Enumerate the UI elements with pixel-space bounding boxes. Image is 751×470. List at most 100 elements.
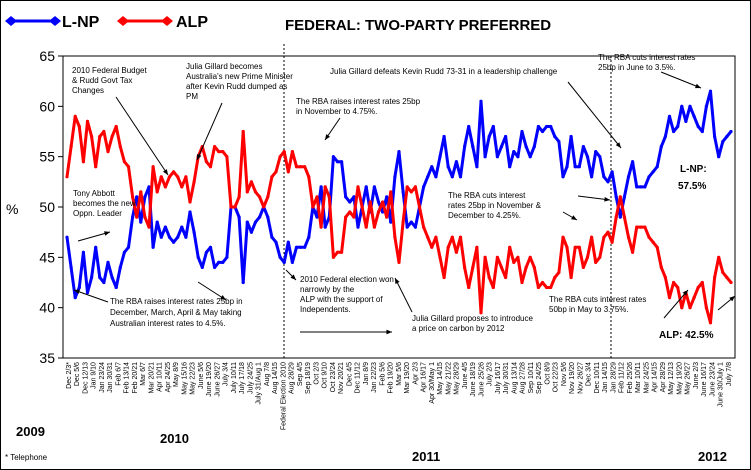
alp-line-point: [508, 245, 512, 249]
alp-line-point: [372, 225, 376, 229]
lnp-line-point: [610, 170, 614, 174]
x-tick-label: Mar 5/6: [396, 362, 403, 386]
x-tick-label: Sep 18/19: [305, 362, 312, 394]
lnp-line-point: [274, 240, 278, 244]
legend-lnp-label: L-NP: [62, 14, 100, 31]
alp-line-point: [340, 250, 344, 254]
annotation-gillard-pm-line: after Kevin Rudd dumped as: [186, 82, 287, 91]
x-tick-label: June 5/6: [198, 362, 205, 389]
lnp-line-point: [65, 235, 69, 239]
x-tick-label: Apr 10/11: [157, 362, 164, 392]
lnp-line-point: [704, 104, 709, 108]
alp-line-point: [143, 215, 147, 219]
x-tick-label: Apr 14/15: [652, 362, 659, 392]
lnp-line-point: [721, 140, 725, 144]
lnp-line-point: [499, 145, 504, 149]
alp-line-point: [94, 165, 98, 169]
lnp-line-point: [299, 245, 303, 249]
lnp-line-point: [200, 265, 204, 269]
legend: L-NP ALP: [5, 14, 208, 31]
alp-line-point: [303, 165, 307, 169]
lnp-line-point: [225, 255, 229, 259]
alp-line-point: [450, 235, 454, 239]
alp-line-point: [590, 235, 594, 239]
x-tick-label: Nov 5/6: [561, 362, 568, 386]
annotation-rba-raise-nov-line: in November to 4.75%.: [296, 107, 377, 116]
lnp-line-point: [540, 129, 545, 134]
alp-line-point: [385, 215, 389, 219]
lnp-line-point: [409, 220, 413, 224]
alp-line-point: [631, 250, 635, 254]
x-tick-label: May 8/9: [173, 362, 180, 387]
lnp-line-point: [631, 160, 635, 164]
alp-line-point: [397, 260, 401, 264]
lnp-line-point: [204, 250, 208, 254]
x-tick-label: Sep 24/25: [536, 362, 543, 394]
x-tick-label: Jan 8/9: [363, 362, 370, 385]
lnp-line-point: [245, 220, 249, 224]
lnp-line-point: [401, 190, 405, 194]
lnp-line-point: [643, 185, 647, 189]
lnp-line-point: [258, 215, 262, 219]
x-tick-label: July 2/3: [487, 362, 494, 386]
lnp-line-point: [110, 275, 114, 280]
x-tick-label: June 23/24: [709, 362, 716, 397]
alp-line-point: [581, 265, 586, 269]
lnp-line-point: [331, 155, 335, 159]
lnp-line-point: [491, 124, 495, 129]
alp-line-point: [495, 255, 499, 259]
y-axis: 35 40 45 50 55 60 65: [39, 48, 63, 366]
lnp-line-point: [463, 145, 467, 149]
lnp-line-point: [475, 165, 479, 169]
lnp-line-point: [253, 220, 258, 224]
alp-line-point: [253, 190, 258, 194]
lnp-line-point: [114, 285, 118, 290]
lnp-line-point: [483, 155, 487, 159]
alp-line-point: [139, 190, 143, 194]
lnp-line-point: [520, 129, 524, 134]
alp-line-point: [458, 235, 463, 239]
lnp-line-point: [684, 119, 688, 123]
alp-line-point: [540, 280, 545, 285]
annotation-pointer: [196, 102, 223, 161]
x-tick-label: May 12/13: [668, 362, 675, 395]
annotation-rba-cut-425-line: The RBA cuts interest: [448, 191, 526, 200]
x-tick-label: Feb 11/12: [619, 362, 626, 393]
annotation-rba-cut-375-line: The RBA cuts interest rates: [549, 295, 646, 304]
lnp-line-point: [626, 175, 631, 179]
alp-line-point: [65, 175, 69, 179]
x-tick-label: May 21/22: [445, 362, 452, 395]
x-tick-label: Feb 6/7: [115, 362, 122, 386]
lnp-line-point: [188, 210, 192, 214]
lnp-line-point: [713, 134, 717, 139]
alp-line-point: [81, 160, 85, 164]
alp-line-point: [643, 225, 647, 229]
alp-line-point: [606, 230, 610, 234]
x-tick-label: May 14/15: [437, 362, 444, 395]
lnp-line-point: [430, 165, 434, 169]
lnp-line-point: [184, 235, 188, 239]
lnp-line-point: [635, 185, 639, 189]
annotation-pointer: [663, 289, 689, 319]
annotation-arrowhead: [571, 215, 577, 220]
alp-line-point: [717, 255, 721, 259]
annotation-arrowhead: [197, 154, 202, 160]
x-tick-label: May 19/20: [676, 362, 683, 395]
annotation-rba-cut-375-line: 50bp in May to 3.75%.: [549, 305, 629, 314]
alp-line-point: [118, 145, 122, 149]
alp-line-point: [270, 175, 274, 179]
alp-line-point: [553, 275, 557, 280]
alp-line-point: [618, 195, 622, 199]
annotations: 2010 Federal Budget& Rudd Govt TaxChange…: [72, 53, 736, 335]
alp-line-point: [147, 225, 151, 229]
alp-line-point: [233, 205, 237, 209]
lnp-line-point: [692, 114, 696, 118]
lnp-line-point: [147, 185, 151, 189]
lnp-line-point: [294, 245, 299, 249]
lnp-line-point: [590, 175, 594, 179]
x-tick-label: Jan 9/10: [91, 362, 98, 389]
alp-end-label: ALP: 42.5%: [659, 330, 714, 341]
lnp-line-point: [372, 185, 376, 189]
lnp-line-point: [446, 165, 450, 169]
alp-line-point: [376, 210, 381, 214]
